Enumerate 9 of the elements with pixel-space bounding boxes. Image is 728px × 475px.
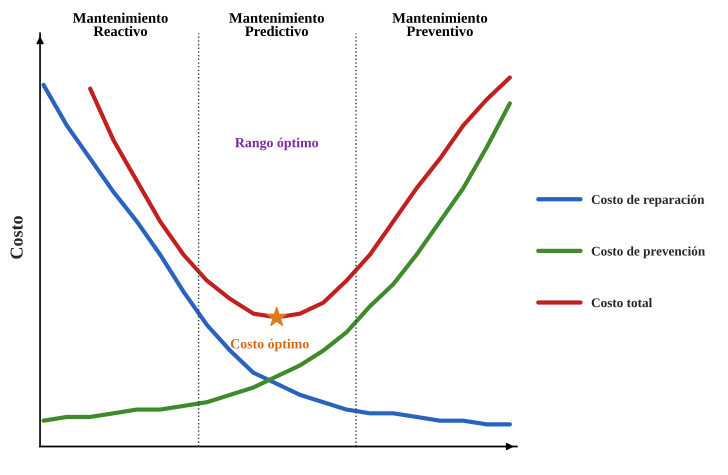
text: Mantenimiento Preventivo	[392, 12, 488, 36]
annotation: Costo óptimo	[230, 338, 309, 352]
text: Mantenimiento Predictivo	[229, 12, 324, 36]
annotation: Rango óptimo	[235, 138, 318, 150]
legend-label: Costo total	[592, 298, 652, 308]
text: Mantenimiento Reactivo	[72, 12, 168, 36]
legend-label: Costo de reparación	[592, 194, 704, 207]
legend-label: Costo de prevención	[592, 246, 705, 258]
y-axis-title: Costo	[10, 216, 23, 259]
